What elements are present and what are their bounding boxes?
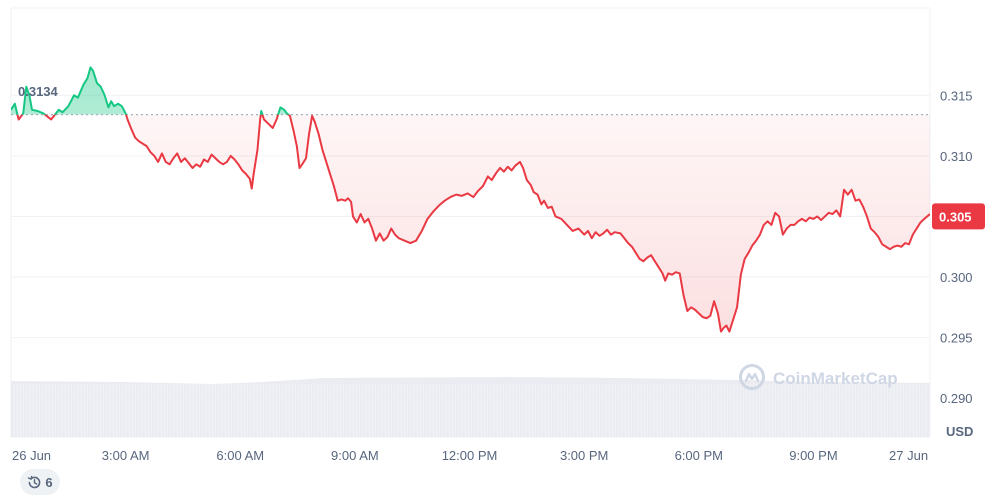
y-tick-label: 0.300 bbox=[940, 270, 973, 285]
currency-label: USD bbox=[946, 424, 973, 439]
price-line bbox=[11, 66, 930, 333]
x-tick-label: 12:00 PM bbox=[442, 448, 498, 463]
reference-price-label: 0.3134 bbox=[18, 84, 59, 99]
price-area-fill bbox=[11, 67, 930, 332]
x-tick-label: 9:00 AM bbox=[331, 448, 379, 463]
x-tick-label: 6:00 PM bbox=[675, 448, 723, 463]
y-tick-label: 0.290 bbox=[940, 391, 973, 406]
x-tick-label: 26 Jun bbox=[12, 448, 51, 463]
x-tick-label: 27 Jun bbox=[889, 448, 928, 463]
x-tick-label: 3:00 AM bbox=[102, 448, 150, 463]
axes: 0.315 0.310 0.305 0.300 0.295 0.290 26 Jun 3:00… bbox=[12, 88, 973, 463]
volume-shape bbox=[11, 377, 930, 437]
watermark: CoinMarketCap bbox=[739, 364, 898, 390]
history-badge[interactable]: 6 bbox=[20, 469, 60, 495]
up-area-fill bbox=[11, 67, 930, 115]
brand-watermark-text: CoinMarketCap bbox=[773, 369, 898, 388]
down-area-fill bbox=[17, 114, 930, 332]
y-tick-label: 0.310 bbox=[940, 149, 973, 164]
history-count: 6 bbox=[45, 474, 53, 490]
x-tick-label: 9:00 PM bbox=[789, 448, 837, 463]
current-price-label: 0.305 bbox=[939, 209, 972, 224]
current-price-badge: 0.305 bbox=[932, 203, 985, 230]
coinmarketcap-logo-icon bbox=[739, 364, 765, 390]
volume-area bbox=[11, 377, 930, 437]
y-tick-label: 0.295 bbox=[940, 331, 973, 346]
price-line-down bbox=[16, 114, 930, 333]
x-tick-label: 3:00 PM bbox=[560, 448, 608, 463]
x-tick-label: 6:00 AM bbox=[216, 448, 264, 463]
history-clock-icon bbox=[28, 475, 41, 488]
y-tick-label: 0.315 bbox=[940, 88, 973, 103]
